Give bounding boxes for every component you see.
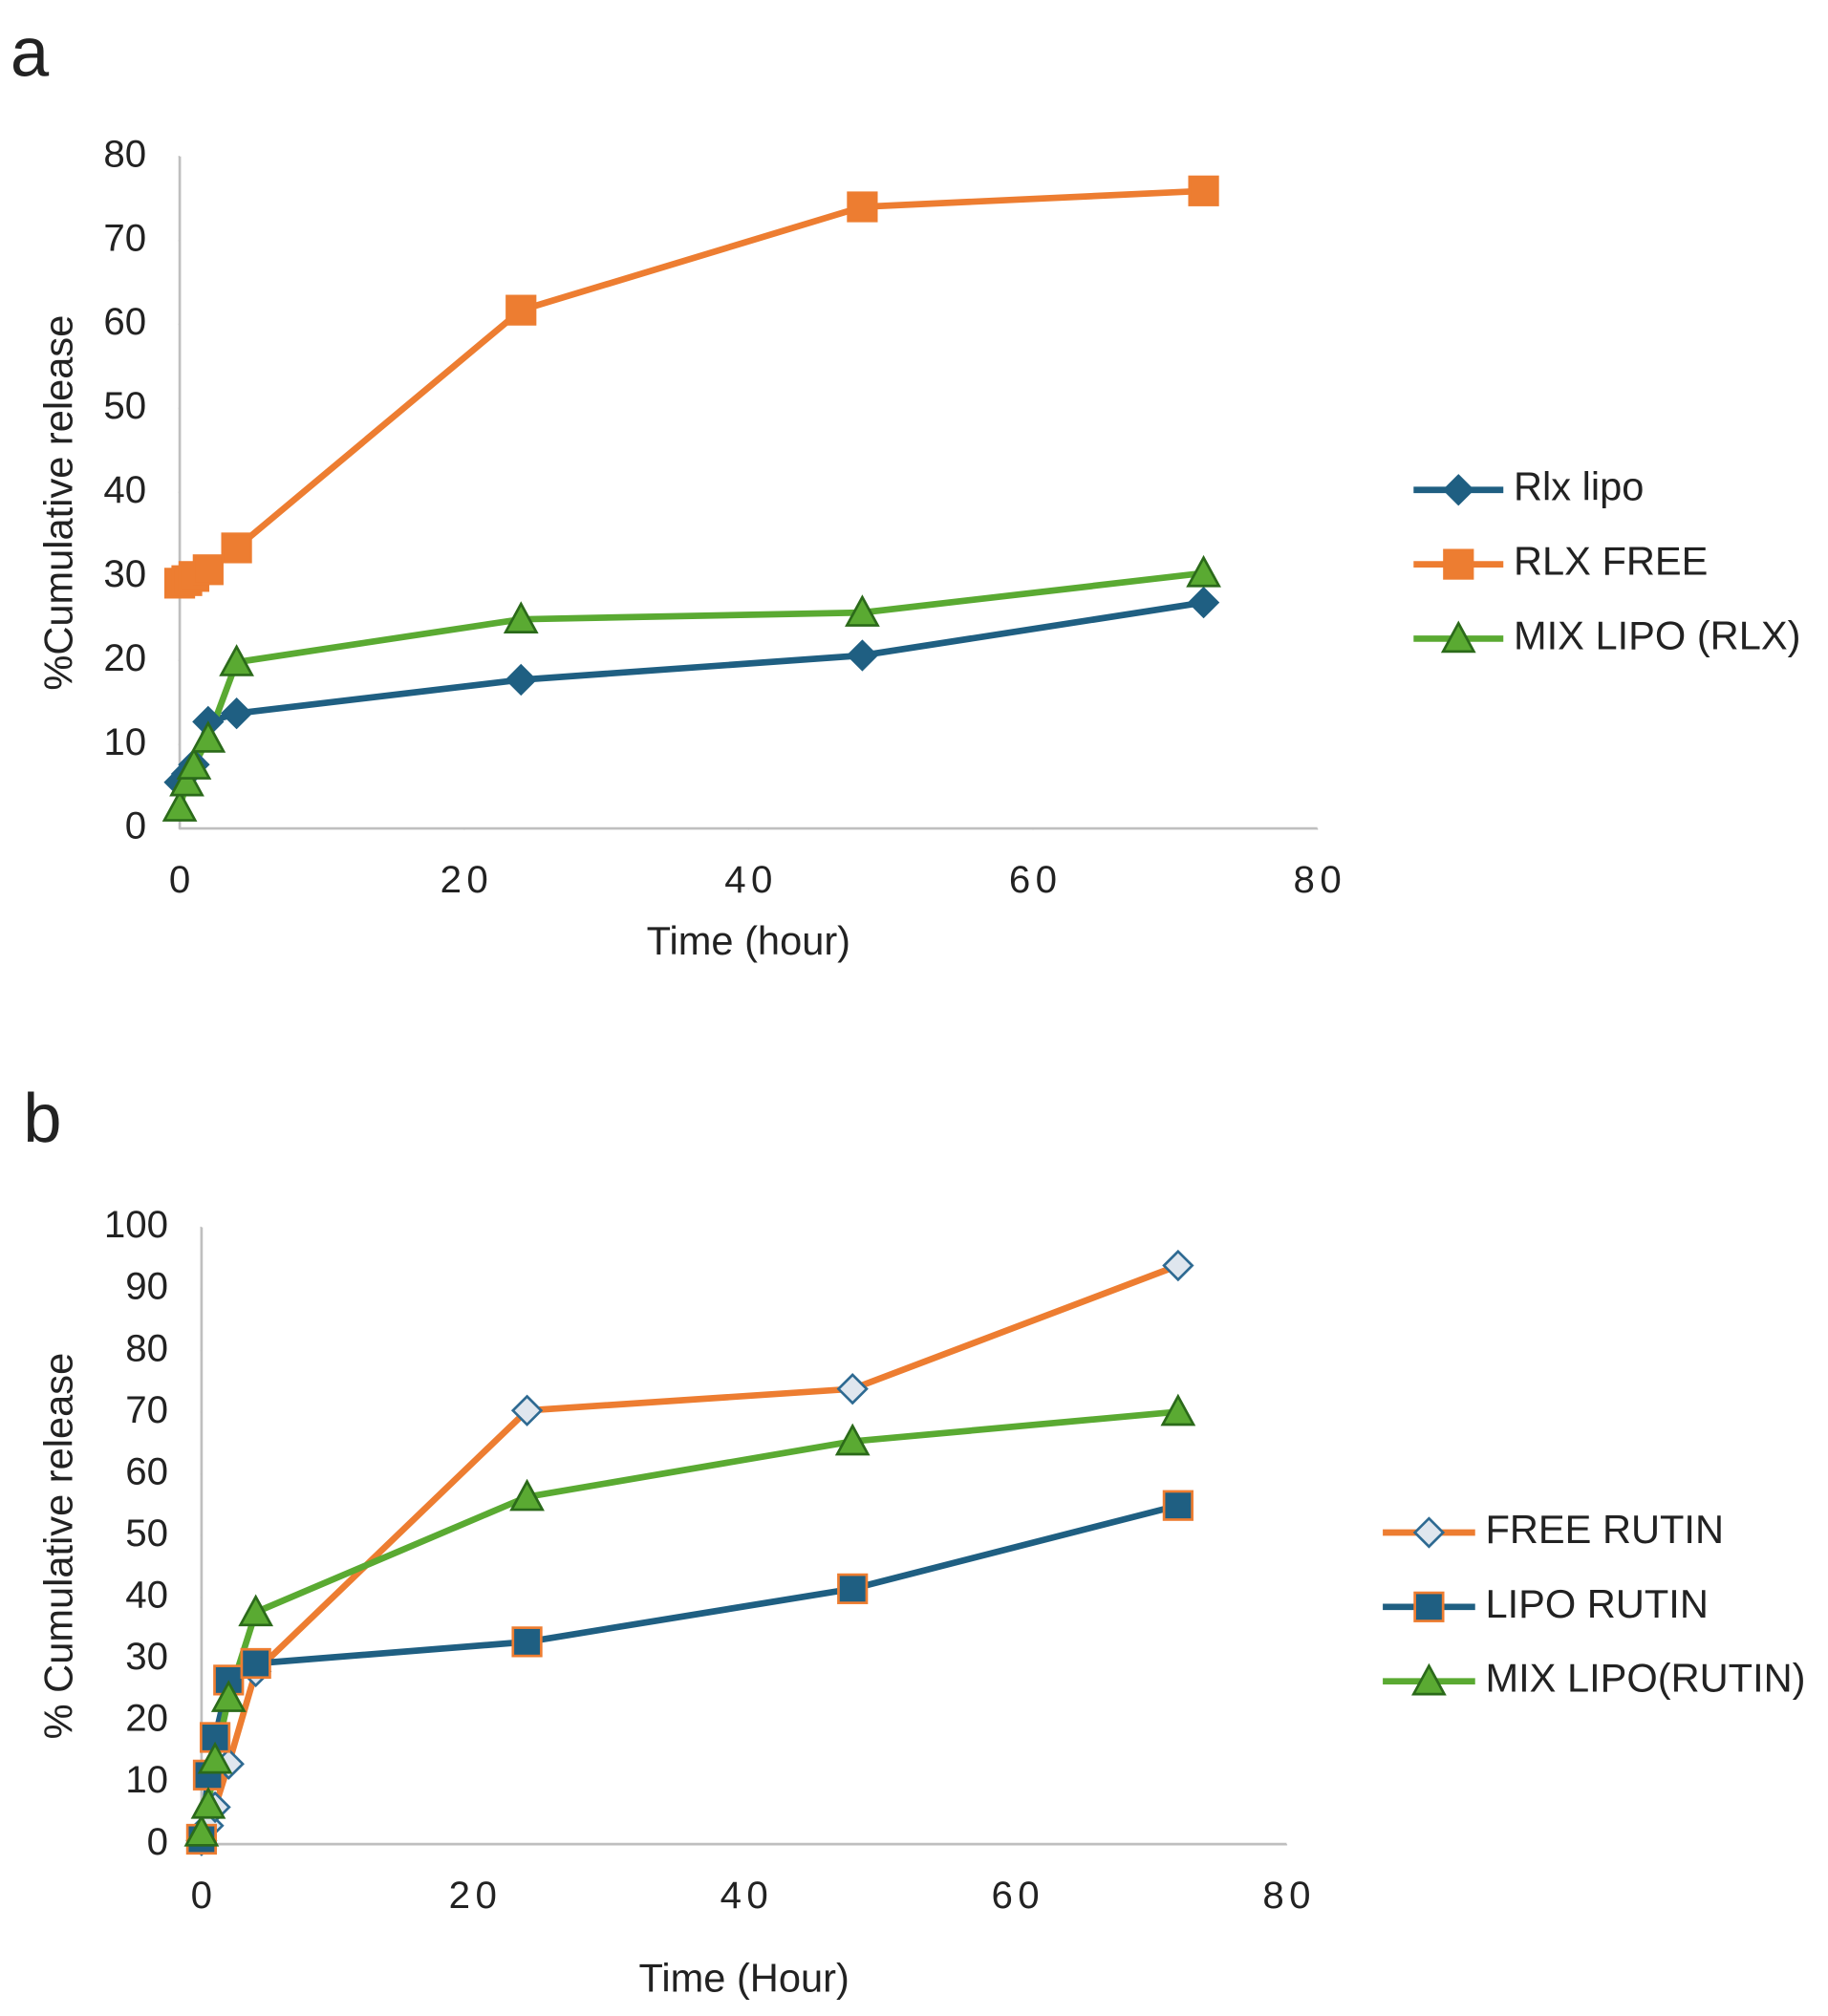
x-tick-label: 60 — [991, 1874, 1044, 1917]
y-axis-label: % Cumulative release — [36, 1353, 81, 1740]
series-line — [198, 1262, 1180, 1842]
legend-marker — [1443, 548, 1474, 580]
data-point — [238, 1594, 274, 1627]
x-tick-label: 80 — [1262, 1874, 1316, 1917]
data-point — [183, 1813, 220, 1847]
y-tick-label: 0 — [125, 804, 146, 847]
y-tick-label: 40 — [125, 1574, 168, 1617]
data-point — [845, 594, 880, 627]
x-tick-label: 0 — [191, 1874, 218, 1917]
legend-marker — [1413, 1591, 1445, 1622]
legend-marker — [1440, 620, 1476, 654]
data-point — [510, 1394, 544, 1426]
data-point — [837, 1573, 869, 1604]
data-point — [219, 644, 254, 676]
x-tick-label: 40 — [720, 1874, 774, 1917]
data-point — [220, 697, 253, 730]
legend-label: LIPO RUTIN — [1485, 1581, 1708, 1626]
data-point — [221, 532, 252, 564]
legend-label: Rlx lipo — [1514, 464, 1644, 509]
data-point — [836, 1373, 869, 1405]
legend-label: RLX FREE — [1514, 539, 1708, 584]
y-tick-label: 70 — [125, 1388, 168, 1431]
panel-label: b — [23, 1080, 61, 1157]
legend-label: MIX LIPO(RUTIN) — [1485, 1656, 1805, 1701]
y-tick-label: 20 — [125, 1697, 168, 1740]
data-point — [1188, 175, 1219, 206]
y-tick-label: 80 — [103, 132, 146, 175]
legend-marker — [1411, 1662, 1447, 1696]
x-axis-label: Time (Hour) — [639, 1956, 849, 2001]
data-point — [161, 789, 198, 822]
series-line — [177, 599, 1205, 784]
y-tick-label: 60 — [103, 300, 146, 343]
data-point — [834, 1423, 871, 1456]
x-tick-label: 60 — [1009, 858, 1063, 901]
y-tick-label: 10 — [125, 1758, 168, 1801]
data-point — [511, 1626, 543, 1658]
data-point — [176, 747, 212, 780]
y-tick-label: 100 — [104, 1203, 168, 1246]
legend-marker — [1412, 1516, 1446, 1549]
data-point — [169, 763, 204, 797]
data-point — [192, 554, 224, 586]
x-axis-label: Time (hour) — [647, 918, 850, 963]
data-point — [509, 1478, 545, 1512]
data-point — [847, 191, 878, 223]
data-point — [190, 1786, 226, 1819]
x-tick-label: 0 — [169, 858, 196, 901]
data-point — [197, 1741, 233, 1774]
y-tick-label: 80 — [125, 1326, 168, 1369]
legend-label: MIX LIPO (RLX) — [1514, 612, 1800, 657]
panel-label: a — [11, 14, 50, 92]
y-tick-label: 70 — [103, 216, 146, 259]
y-tick-label: 10 — [103, 720, 146, 763]
y-tick-label: 40 — [103, 468, 146, 511]
y-tick-label: 50 — [103, 384, 146, 427]
series-line — [178, 187, 1204, 587]
series-line — [198, 1502, 1179, 1840]
x-tick-label: 20 — [449, 1874, 503, 1917]
data-point — [240, 1647, 271, 1680]
data-point — [1162, 1249, 1194, 1282]
data-point — [1187, 586, 1220, 619]
data-point — [190, 720, 226, 753]
y-tick-label: 30 — [125, 1635, 168, 1678]
x-tick-label: 80 — [1294, 858, 1347, 901]
y-axis-label: %Cumulative release — [36, 315, 81, 691]
x-tick-label: 20 — [441, 858, 494, 901]
y-tick-label: 30 — [103, 552, 146, 595]
legend-label: FREE RUTIN — [1485, 1507, 1724, 1552]
data-point — [505, 294, 537, 326]
data-point — [1162, 1490, 1194, 1521]
legend-marker — [1442, 474, 1474, 506]
data-point — [1186, 554, 1221, 588]
y-tick-label: 0 — [147, 1820, 168, 1863]
y-tick-label: 50 — [125, 1512, 168, 1555]
x-tick-label: 40 — [724, 858, 778, 901]
data-point — [503, 601, 539, 633]
data-point — [505, 663, 537, 697]
data-point — [210, 1680, 247, 1712]
series-line — [198, 1408, 1179, 1834]
y-tick-label: 20 — [103, 636, 146, 679]
data-point — [846, 639, 879, 672]
data-point — [1160, 1393, 1196, 1426]
series-line — [176, 569, 1204, 809]
y-tick-label: 60 — [125, 1449, 168, 1492]
y-tick-label: 90 — [125, 1265, 168, 1308]
